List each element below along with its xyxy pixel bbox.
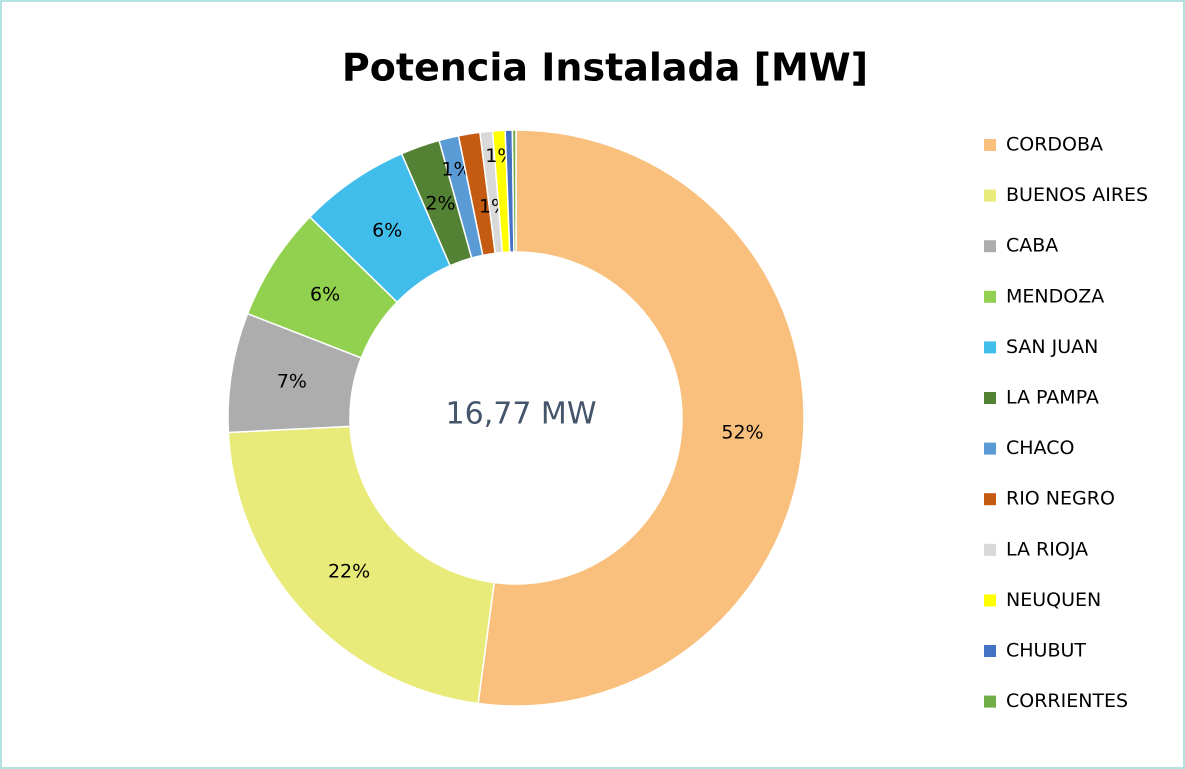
legend-label: CABA: [1006, 235, 1058, 257]
legend-label: CORDOBA: [1006, 134, 1103, 156]
legend-label: LA RIOJA: [1006, 538, 1088, 560]
legend-swatch: [984, 240, 996, 253]
data-label: 6%: [310, 284, 340, 306]
legend-label: RIO NEGRO: [1006, 488, 1115, 510]
legend-swatch: [984, 341, 996, 354]
legend-swatch: [984, 442, 996, 455]
legend-swatch: [984, 493, 996, 506]
data-label: 7%: [277, 370, 307, 392]
legend-swatch: [984, 290, 996, 303]
legend-label: CHACO: [1006, 437, 1074, 459]
legend-label: SAN JUAN: [1006, 336, 1098, 358]
data-label: 52%: [721, 421, 763, 443]
legend-swatch: [984, 695, 996, 708]
center-label: 16,77 MW: [446, 397, 597, 432]
legend-label: CORRIENTES: [1006, 690, 1128, 712]
donut-slice: [511, 129, 517, 253]
legend-label: NEUQUEN: [1006, 589, 1101, 611]
chart-title: Potencia Instalada [MW]: [342, 46, 868, 90]
legend-swatch: [984, 392, 996, 404]
donut-slice: [227, 425, 496, 705]
legend-swatch: [984, 543, 996, 556]
data-label: 2%: [425, 192, 455, 214]
legend-swatch: [984, 139, 996, 151]
legend-label: LA PAMPA: [1006, 387, 1099, 409]
data-label: 6%: [372, 220, 402, 242]
legend-label: BUENOS AIRES: [1006, 184, 1148, 206]
legend-swatch: [984, 645, 996, 657]
legend-swatch: [984, 594, 996, 607]
legend-label: MENDOZA: [1006, 285, 1104, 307]
legend-swatch: [984, 189, 996, 202]
legend-label: CHUBUT: [1006, 640, 1086, 662]
donut-slice: [477, 129, 805, 707]
data-label: 22%: [328, 560, 370, 582]
